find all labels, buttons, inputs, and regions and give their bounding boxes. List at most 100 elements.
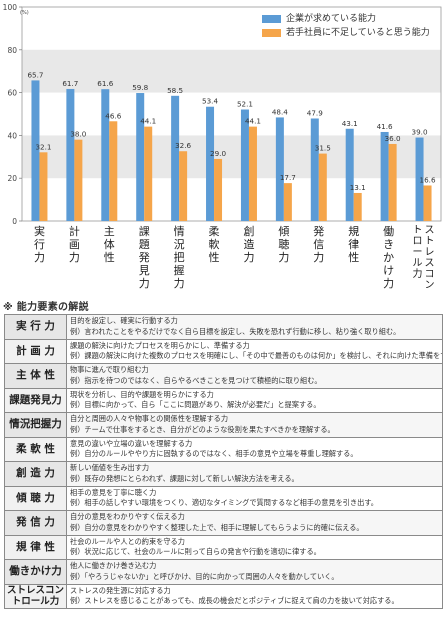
ability-definition-body: 実 行 力目的を設定し、確実に行動する力 例）言われたことをやるだけでなく自ら目標… bbox=[4, 314, 443, 609]
bar-lacking bbox=[109, 121, 118, 221]
definition-example: 例）自分のルールややり方に固執するのではなく、相手の意見や立場を尊重し理解する。 bbox=[70, 449, 358, 459]
data-label: 31.5 bbox=[315, 144, 331, 153]
legend-label-lacking: 若手社員に不足していると思う能力 bbox=[286, 28, 430, 38]
ability-definition-table: 実 行 力目的を設定し、確実に行動する力 例）言われたことをやるだけでなく自ら目標… bbox=[4, 314, 443, 609]
bar-required bbox=[380, 131, 389, 221]
bar-lacking bbox=[179, 151, 188, 221]
bar-lacking bbox=[353, 192, 362, 221]
term-name-line: 創 造 力 bbox=[16, 467, 55, 480]
bar-lacking bbox=[248, 126, 257, 221]
x-tick-label: 体 bbox=[104, 237, 115, 251]
y-tick-label: 100 bbox=[3, 3, 18, 12]
x-tick-label: 計 bbox=[69, 224, 80, 238]
x-tick-label: か bbox=[383, 251, 394, 264]
x-tick-label: 把 bbox=[174, 250, 185, 264]
x-tick-label: 力 bbox=[243, 251, 254, 264]
definition-example: 例）既存の発想にとらわれず、課題に対して新しい解決方法を考える。 bbox=[70, 473, 299, 483]
term-definition: 自分の意見をわかりやすく伝える力 例）自分の意見をわかりやすく整理した上で、相手に… bbox=[66, 510, 443, 536]
data-label: 46.6 bbox=[105, 111, 121, 120]
x-tick-label: 力 bbox=[69, 251, 80, 264]
data-label: 36.0 bbox=[385, 134, 401, 143]
term-definition: 課題の解決に向けたプロセスを明らかにし、準備する力 例）課題の解決に向けた複数のプ… bbox=[66, 338, 443, 364]
legend-swatch-blue bbox=[262, 15, 281, 23]
x-tick-label: 創 bbox=[243, 224, 254, 238]
bar-required bbox=[136, 93, 145, 221]
x-tick-label: ン bbox=[425, 280, 435, 291]
data-label: 32.6 bbox=[175, 141, 191, 150]
data-label: 53.4 bbox=[202, 97, 218, 106]
data-label: 43.1 bbox=[342, 119, 358, 128]
term-definition: 意見の違いや立場の違いを理解する力 例）自分のルールややり方に固執するのではなく、… bbox=[66, 436, 443, 462]
table-row: 情況把握力 自分と周囲の人々や物事との関係性を理解する力 例）チームで仕事をするとき… bbox=[4, 412, 443, 438]
x-tick-label: ス bbox=[425, 225, 435, 236]
data-label: 58.5 bbox=[167, 86, 183, 95]
data-label: 44.1 bbox=[245, 117, 261, 126]
term-definition: ストレスの発生源に対応する力 例）ストレスを感じることがあっても、成長の機会だとポ… bbox=[66, 583, 443, 609]
legend-item-required: 企業が求めている能力 bbox=[262, 12, 430, 26]
x-tick-label: き bbox=[383, 238, 394, 251]
x-tick-label: 発 bbox=[313, 224, 324, 238]
definition-example: 例）状況に応じて、社会のルールに則って自らの発言や行動を適切に律する。 bbox=[70, 547, 321, 557]
x-tick-label: 実 bbox=[34, 224, 45, 238]
x-tick-label: け bbox=[383, 264, 394, 277]
term-definition: 他人に働きかけ巻き込む力 例）「やろうじゃないか」と呼びかけ、目的に向かって周囲の… bbox=[66, 559, 443, 585]
data-label: 38.0 bbox=[70, 130, 86, 139]
term-name: 創 造 力 bbox=[4, 461, 67, 487]
x-tick-label: ト bbox=[425, 236, 435, 247]
data-label: 65.7 bbox=[27, 70, 43, 79]
table-row: 課題発見力 現状を分析し、目的や課題を明らかにする力 例）目標に向かって、自ら「ここ… bbox=[4, 387, 443, 413]
term-name-line: 規 律 性 bbox=[16, 540, 55, 553]
x-tick-label: 性 bbox=[209, 250, 220, 264]
y-tick-label: 80 bbox=[7, 46, 17, 55]
term-name: 傾 聴 力 bbox=[4, 485, 67, 511]
definition-summary: 課題の解決に向けたプロセスを明らかにし、準備する力 bbox=[70, 340, 250, 350]
term-definition: 社会のルールや人との約束を守る力 例）状況に応じて、社会のルールに則って自らの発言… bbox=[66, 534, 443, 560]
bar-required bbox=[101, 89, 110, 222]
x-tick-label: 情 bbox=[174, 225, 185, 238]
bar-required bbox=[310, 118, 319, 221]
legend-item-lacking: 若手社員に不足していると思う能力 bbox=[262, 26, 430, 40]
definition-summary: 社会のルールや人との約束を守る力 bbox=[70, 536, 185, 546]
definition-summary: 意見の違いや立場の違いを理解する力 bbox=[70, 438, 193, 448]
x-tick-label: 画 bbox=[69, 238, 80, 251]
term-definition: 現状を分析し、目的や課題を明らかにする力 例）目標に向かって、自ら「ここに問題があ… bbox=[66, 387, 443, 413]
x-tick-label: 力 bbox=[383, 277, 394, 290]
x-tick-label: 況 bbox=[174, 237, 185, 251]
term-name: 情況把握力 bbox=[4, 412, 67, 438]
x-tick-label: 律 bbox=[348, 238, 359, 251]
term-name-line: 情況把握力 bbox=[9, 418, 62, 431]
definition-summary: ストレスの発生源に対応する力 bbox=[70, 585, 171, 595]
x-tick-label: 造 bbox=[243, 237, 254, 251]
x-tick-label: 題 bbox=[139, 238, 150, 251]
x-tick-label: 行 bbox=[34, 238, 45, 251]
x-tick-label: レ bbox=[425, 247, 435, 258]
bar-required bbox=[415, 137, 424, 221]
definition-summary: 目的を設定し、確実に行動する力 bbox=[70, 316, 178, 326]
term-definition: 目的を設定し、確実に行動する力 例）言われたことをやるだけでなく自ら目標を設定し、… bbox=[66, 314, 443, 340]
x-tick-label: 性 bbox=[104, 250, 115, 264]
x-tick-label: 働 bbox=[383, 225, 394, 238]
x-tick-label: 力 bbox=[174, 277, 185, 290]
table-row: 柔 軟 性意見の違いや立場の違いを理解する力 例）自分のルールややり方に固執するの… bbox=[4, 436, 443, 462]
bar-required bbox=[206, 106, 215, 221]
x-tick-label: 力 bbox=[278, 251, 289, 264]
x-tick-label: 見 bbox=[139, 264, 150, 277]
x-tick-label: 信 bbox=[313, 238, 324, 251]
x-tick-label: 課 bbox=[139, 224, 150, 238]
bar-required bbox=[240, 109, 249, 221]
definition-example: 例）言われたことをやるだけでなく自ら目標を設定し、失敗を恐れず行動に移し、粘り強… bbox=[70, 326, 401, 336]
data-label: 41.6 bbox=[377, 122, 393, 131]
table-row: 働きかけ力 他人に働きかけ巻き込む力 例）「やろうじゃないか」と呼びかけ、目的に向か… bbox=[4, 559, 443, 585]
x-tick-label: 傾 bbox=[278, 224, 289, 238]
x-tick-label: 力 bbox=[413, 267, 423, 280]
table-row: 実 行 力目的を設定し、確実に行動する力 例）言われたことをやるだけでなく自ら目標… bbox=[4, 314, 443, 340]
bar-required bbox=[171, 95, 180, 221]
table-row: 主 体 性物事に進んで取り組む力 例）指示を待つのではなく、自らやるべきことを見つ… bbox=[4, 363, 443, 389]
term-name: 働きかけ力 bbox=[4, 559, 67, 585]
definition-summary: 新しい価値を生み出す力 bbox=[70, 463, 150, 473]
term-name: 柔 軟 性 bbox=[4, 436, 67, 462]
definition-summary: 自分と周囲の人々や物事との関係性を理解する力 bbox=[70, 414, 229, 424]
term-name-line: 課題発見力 bbox=[9, 393, 62, 406]
x-tick-label: 柔 bbox=[209, 225, 220, 238]
bar-chart: 0 20 40 60 80 100 (%) 65.7 32.1 実行力 61.7 38.0 計画力 61.… bbox=[0, 0, 447, 300]
